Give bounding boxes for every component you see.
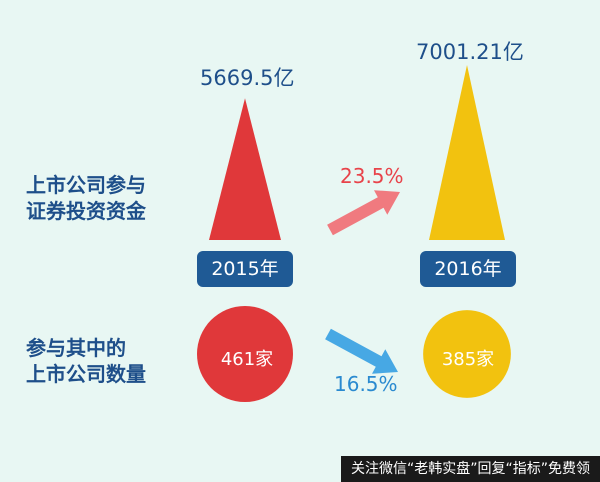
row-label-investment: 上市公司参与 证券投资资金 — [26, 172, 146, 224]
year-badge-2015: 2015年 — [197, 251, 293, 287]
decrease-arrow-icon — [325, 328, 398, 374]
row-label-companies-line1: 参与其中的 — [26, 336, 126, 360]
value-label-2016: 7001.21亿 — [416, 40, 524, 64]
triangle-2016 — [429, 65, 505, 240]
circle-2016 — [423, 310, 511, 398]
year-badge-2016: 2016年 — [420, 251, 516, 287]
increase-arrow-icon — [327, 190, 400, 236]
row-label-investment-line2: 证券投资资金 — [26, 199, 146, 223]
circle-label-2015: 461家 — [220, 349, 274, 370]
row-label-companies-line2: 上市公司数量 — [26, 362, 146, 386]
footer-banner: 关注微信“老韩实盘”回复“指标”免费领 — [340, 456, 600, 482]
circle-2015 — [197, 306, 293, 402]
row-label-companies: 参与其中的 上市公司数量 — [26, 335, 146, 387]
circle-label-2016: 385家 — [441, 349, 495, 370]
decrease-percentage: 16.5% — [334, 372, 398, 396]
increase-percentage: 23.5% — [340, 164, 404, 188]
row-label-investment-line1: 上市公司参与 — [26, 173, 146, 197]
triangle-2015 — [209, 98, 281, 241]
value-label-2015: 5669.5亿 — [200, 66, 295, 90]
